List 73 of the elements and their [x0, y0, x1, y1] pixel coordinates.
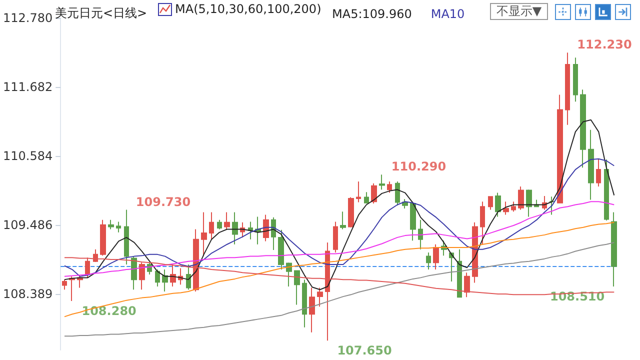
- annotation: 110.290: [391, 160, 446, 174]
- candlestick: [604, 158, 609, 221]
- candlestick: [356, 180, 361, 203]
- candlestick: [248, 221, 253, 240]
- candlestick: [410, 201, 416, 242]
- y-tick-label: 112.780: [3, 11, 53, 25]
- legend-title: MA(5,10,30,60,100,200): [175, 2, 322, 16]
- candlestick: [278, 229, 284, 270]
- candlestick: [116, 221, 121, 233]
- candlestick: [69, 276, 75, 302]
- line-series: [64, 158, 615, 277]
- candlestick: [62, 279, 67, 290]
- candlestick: [162, 269, 168, 292]
- candlestick: [131, 256, 137, 290]
- candlestick: [611, 212, 617, 287]
- candlestick: [488, 196, 493, 210]
- candlestick: [340, 211, 346, 230]
- candlestick: [364, 192, 369, 204]
- candlestick: [557, 94, 563, 204]
- y-tick-label: 110.584: [3, 149, 53, 164]
- candlestick: [588, 129, 594, 200]
- dropdown: 不显示▼: [490, 3, 548, 20]
- candlestick: [139, 262, 145, 290]
- annotation: 109.730: [136, 194, 191, 209]
- candlestick: [495, 192, 501, 218]
- line-series: [64, 242, 615, 337]
- candlestick: [580, 89, 586, 168]
- line-series: [64, 119, 615, 290]
- candlestick: [549, 196, 555, 216]
- candlestick: [224, 212, 230, 230]
- candlestick: [333, 221, 338, 254]
- candlestick: [302, 279, 307, 328]
- line-series: [64, 222, 615, 318]
- candlestick: [526, 189, 532, 218]
- candlestick: [395, 180, 400, 206]
- text: MA10: [430, 7, 465, 21]
- y-tick-label: 109.486: [3, 218, 53, 232]
- candlestick: [418, 219, 423, 250]
- annotation: 107.650: [337, 344, 392, 358]
- candlestick: [232, 212, 238, 245]
- candlestick: [124, 209, 129, 265]
- candlestick: [511, 201, 516, 212]
- candlestick: [379, 174, 385, 190]
- candlestick: [170, 264, 176, 287]
- candlestick: [108, 219, 114, 230]
- annotation: 108.280: [82, 304, 136, 318]
- candlestick: [457, 248, 462, 298]
- y-tick-label: 108.389: [3, 287, 53, 302]
- candlestick: [503, 201, 509, 216]
- chart-title: 美元日元<日线>: [55, 6, 148, 20]
- text: MA5:109.960: [332, 7, 412, 21]
- candlestick: [186, 264, 191, 290]
- candlestick: [317, 287, 323, 308]
- candlestick: [387, 180, 392, 194]
- candlestick: [217, 219, 222, 230]
- candlestick: [155, 269, 160, 287]
- candlestick: [294, 270, 300, 306]
- candlestick: [286, 262, 292, 287]
- candlestick: [309, 287, 315, 333]
- candlestick: [201, 212, 207, 257]
- candlestick: [596, 158, 601, 188]
- candlestick: [433, 244, 439, 270]
- candlestick: [100, 219, 106, 256]
- candlestick: [209, 212, 214, 240]
- y-tick-label: 111.682: [3, 80, 53, 94]
- annotation: 112.230: [577, 38, 632, 52]
- candlestick: [426, 252, 431, 270]
- candlestick: [565, 52, 570, 126]
- candlestick: [518, 186, 524, 210]
- candlestick: [348, 196, 354, 228]
- candlestick: [480, 201, 485, 245]
- candlestick: [371, 182, 377, 204]
- candlestick: [573, 57, 578, 102]
